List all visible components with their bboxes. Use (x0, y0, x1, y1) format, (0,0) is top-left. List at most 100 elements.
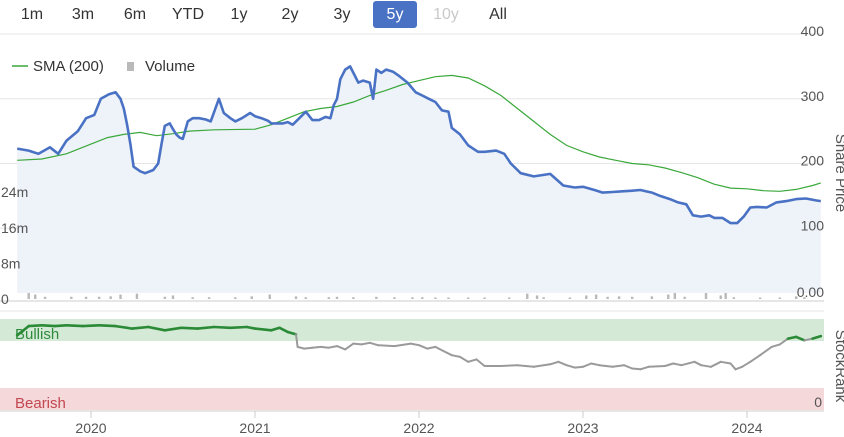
volume-bar (434, 297, 437, 299)
stockrank-zero-tick: 0 (814, 394, 822, 410)
stockrank-segment (729, 362, 737, 371)
volume-bar (411, 297, 414, 299)
range-button-3m[interactable]: 3m (71, 6, 95, 23)
volume-legend-swatch (127, 62, 134, 71)
volume-bar (667, 294, 670, 299)
volume-bar (119, 294, 122, 299)
stockrank-segment (719, 360, 732, 365)
volume-bar (135, 293, 139, 299)
range-selector: 1m 3m 6m YTD 1y 2y 3y 5y 10y All (0, 0, 844, 30)
stockrank-segment (516, 364, 535, 368)
x-tick-label: 2022 (403, 420, 434, 436)
stockrank-segment (741, 360, 752, 368)
volume-bar (585, 295, 588, 299)
stockrank-segment (286, 330, 298, 336)
volume-bar (483, 297, 486, 299)
sma-legend-label[interactable]: SMA (200) (33, 58, 104, 75)
stockrank-segment (749, 354, 762, 363)
stockrank-segment (319, 345, 330, 349)
volume-axis: 24m 16m 8m 0 (1, 184, 28, 307)
stockrank-segment (311, 345, 322, 349)
stockrank-segment (296, 345, 306, 350)
price-tick-label: 400 (801, 23, 825, 39)
volume-tick-label: 24m (1, 184, 28, 200)
stockrank-segment (15, 324, 31, 337)
bearish-band (0, 388, 824, 410)
price-axis-title: Share Price (832, 134, 844, 212)
stockrank-segment (336, 345, 347, 351)
stockrank-segment (377, 344, 396, 348)
volume-bar (542, 297, 545, 299)
stockrank-segment (693, 360, 703, 367)
range-button-ytd[interactable]: YTD (172, 6, 204, 23)
stockrank-segment (147, 325, 167, 332)
volume-bar (375, 296, 378, 299)
stockrank-line (15, 323, 823, 371)
range-button-all[interactable]: All (489, 6, 507, 23)
legend[interactable]: SMA (200) Volume (12, 58, 195, 75)
stockrank-segment (631, 367, 642, 371)
stockrank-segment (295, 333, 299, 348)
range-button-2y[interactable]: 2y (281, 6, 299, 23)
range-button-1y[interactable]: 1y (230, 6, 248, 23)
volume-bar (234, 297, 237, 299)
range-button-6m[interactable]: 6m (123, 6, 147, 23)
stockrank-segment (97, 323, 117, 328)
volume-bar (732, 297, 736, 299)
stockrank-segment (759, 345, 773, 357)
volume-bar (758, 297, 762, 299)
stockrank-segment (786, 335, 798, 340)
volume-bar (304, 297, 308, 299)
volume-bar (84, 296, 88, 299)
volume-bar (163, 296, 166, 299)
stockrank-segment (573, 365, 584, 369)
stockrank-segment (639, 365, 650, 371)
price-area-fill (17, 66, 821, 294)
volume-legend-label[interactable]: Volume (145, 58, 195, 75)
x-tick-label: 2024 (731, 420, 762, 436)
stockrank-segment (303, 346, 314, 350)
stockrank-segment (40, 323, 57, 328)
volume-tick-label: 0 (1, 291, 9, 307)
stockrank-segment (81, 323, 101, 328)
stockrank-segment (53, 323, 68, 328)
volume-bar (704, 292, 708, 299)
stockrank-segment (253, 327, 273, 332)
stockrank-segment (360, 341, 371, 346)
stockrank-segment (163, 326, 183, 332)
range-button-3y[interactable]: 3y (333, 6, 351, 23)
stockrank-segment (27, 323, 44, 328)
volume-bar (719, 295, 722, 299)
volume-bar (294, 296, 298, 299)
stockrank-segment (811, 334, 823, 340)
price-tick-label: 100 (801, 217, 825, 233)
volume-bar (43, 296, 47, 299)
price-axis: 400 300 200 100 0.00 (797, 23, 824, 300)
stockrank-segment (442, 350, 453, 357)
volume-bar (109, 296, 112, 299)
stockrank-segment (664, 362, 675, 367)
volume-bar (268, 294, 271, 299)
volume-bar (34, 294, 37, 299)
stockrank-segment (245, 325, 257, 330)
volume-bar (508, 297, 511, 299)
volume-bar (526, 293, 529, 299)
stockrank-segment (130, 325, 150, 330)
bullish-label: Bullish (15, 326, 59, 343)
range-button-1m[interactable]: 1m (20, 6, 44, 23)
volume-bar (535, 295, 539, 299)
stockrank-segment (278, 326, 290, 334)
stockrank-segment (623, 364, 634, 370)
range-button-5y[interactable]: 5y (373, 1, 417, 28)
volume-bar (70, 296, 73, 299)
volume-bar (568, 297, 572, 299)
stockrank-segment (532, 363, 552, 368)
volume-bar (594, 294, 598, 299)
stockrank-segment (65, 323, 85, 328)
price-line (16, 65, 821, 225)
volume-bar (467, 297, 470, 299)
bearish-label: Bearish (15, 395, 66, 412)
stockrank-segment (344, 342, 355, 351)
stockrank-segment (549, 360, 560, 366)
